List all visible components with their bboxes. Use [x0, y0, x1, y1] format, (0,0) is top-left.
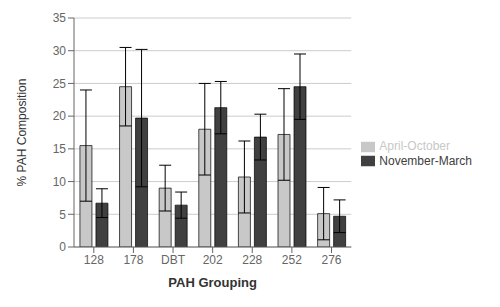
svg-text:15: 15 — [53, 142, 67, 156]
html-text:November-March: November-March — [379, 153, 472, 168]
svg-text:276: 276 — [321, 253, 341, 267]
svg-text:202: 202 — [203, 253, 223, 267]
svg-text:DBT: DBT — [161, 253, 186, 267]
svg-text:20: 20 — [53, 109, 67, 123]
svg-text:5: 5 — [59, 208, 66, 222]
svg-text:30: 30 — [53, 44, 67, 58]
html-text:April-October: April-October — [379, 138, 450, 153]
svg-text:178: 178 — [123, 253, 143, 267]
svg-text:252: 252 — [282, 253, 302, 267]
svg-text:10: 10 — [53, 175, 67, 189]
svg-text:% PAH Composition: % PAH Composition — [15, 79, 29, 187]
svg-text:25: 25 — [53, 77, 67, 91]
svg-text:228: 228 — [242, 253, 262, 267]
svg-text:128: 128 — [84, 253, 104, 267]
svg-text:0: 0 — [59, 240, 66, 254]
svg-text:PAH Grouping: PAH Grouping — [168, 275, 257, 290]
svg-text:35: 35 — [53, 11, 67, 25]
